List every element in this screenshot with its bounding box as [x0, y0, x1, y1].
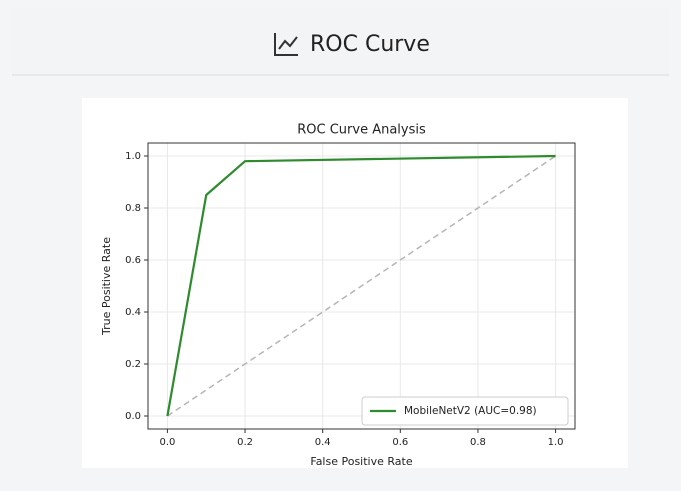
icon-line: [278, 36, 298, 50]
y-tick-label: 1.0: [125, 151, 141, 162]
y-tick-label: 0.8: [125, 203, 141, 214]
x-tick-label: 0.6: [392, 437, 408, 448]
x-tick-label: 0.0: [159, 437, 175, 448]
icon-axes: [274, 33, 298, 56]
y-tick-label: 0.0: [125, 411, 141, 422]
x-tick-label: 0.2: [237, 437, 253, 448]
x-axis-label: False Positive Rate: [310, 455, 412, 468]
chart-title: ROC Curve Analysis: [297, 123, 426, 138]
x-tick-label: 0.4: [315, 437, 331, 448]
roc-line: [166, 154, 556, 417]
legend-label: MobileNetV2 (AUC=0.98): [404, 405, 537, 417]
x-tick-label: 0.8: [470, 437, 486, 448]
legend-box: [361, 396, 569, 426]
y-axis-label: True Positive Rate: [100, 237, 113, 336]
y-tick-label: 0.2: [125, 359, 141, 370]
header-title: ROC Curve: [310, 32, 430, 57]
y-tick-label: 0.4: [125, 307, 141, 318]
x-tick-label: 1.0: [548, 437, 564, 448]
reference-line: [166, 155, 557, 417]
chart-icon: [274, 33, 298, 56]
y-tick-label: 0.6: [125, 255, 141, 266]
plot-frame: [147, 142, 576, 430]
header-bar: [12, 8, 669, 74]
